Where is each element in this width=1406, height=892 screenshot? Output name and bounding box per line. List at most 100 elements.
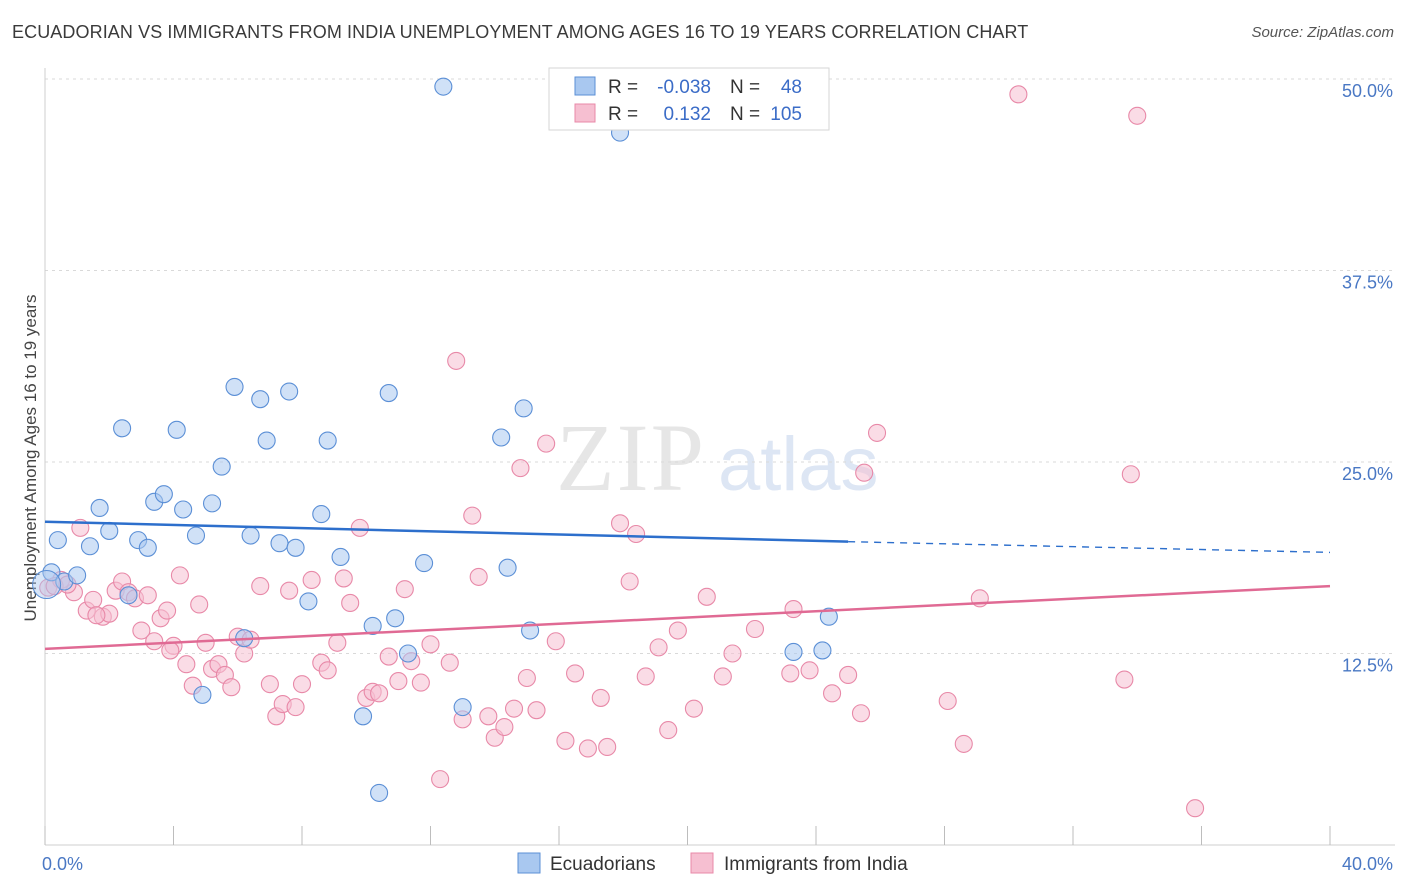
- ecuadorian-point: [331, 547, 350, 567]
- india-point: [627, 524, 646, 544]
- legend-n-label-1: N =: [730, 104, 760, 125]
- y-tick-label: 25.0%: [1342, 464, 1393, 484]
- india-point: [578, 739, 597, 758]
- india-point: [292, 675, 312, 694]
- india-point: [440, 653, 459, 672]
- y-axis-label: Unemployment Among Ages 16 to 19 years: [21, 295, 40, 622]
- india-point: [598, 737, 617, 757]
- ecuadorian-point: [270, 534, 289, 553]
- india-point: [389, 672, 408, 691]
- ecuadorian-point: [225, 377, 244, 396]
- legend-r-label-1: R =: [608, 104, 638, 125]
- ecuadorian-point: [434, 77, 453, 96]
- ecuadorian-point: [241, 526, 260, 545]
- legend-r-value-0: -0.038: [657, 77, 711, 98]
- india-point: [620, 572, 639, 591]
- ecuadorian-trend-extension: [848, 540, 1331, 554]
- bottom-legend-ecuadorians: Ecuadorians: [550, 854, 656, 875]
- india-point: [668, 621, 687, 640]
- legend-r-value-1: 0.132: [663, 104, 711, 125]
- india-point: [370, 684, 389, 703]
- india-point: [87, 606, 106, 625]
- india-point: [177, 655, 196, 674]
- ecuadorian-point: [353, 707, 373, 726]
- ecuadorian-point: [386, 609, 405, 628]
- india-point: [591, 688, 610, 707]
- india-point: [517, 668, 536, 688]
- india-point: [132, 621, 151, 640]
- india-point: [723, 644, 742, 663]
- india-point: [1009, 85, 1028, 104]
- watermark-atlas: atlas: [718, 422, 879, 507]
- ecuadorian-point: [212, 457, 231, 476]
- india-point: [566, 664, 585, 683]
- ecuadorian-point: [154, 485, 173, 504]
- ecuadorian-point: [90, 498, 109, 518]
- y-tick-label: 50.0%: [1342, 81, 1393, 101]
- legend-n-label-0: N =: [730, 77, 760, 98]
- india-point: [395, 580, 414, 599]
- india-point: [334, 569, 353, 588]
- india-point: [447, 351, 466, 370]
- legend-n-value-1: 105: [770, 104, 802, 125]
- india-point: [684, 699, 703, 718]
- india-point: [302, 570, 321, 590]
- top-legend: R = -0.038 N = 48 R = 0.132 N = 105: [548, 67, 830, 131]
- india-point: [411, 673, 430, 692]
- india-point: [527, 701, 546, 720]
- ecuadorian-point: [203, 494, 222, 513]
- india-point: [260, 675, 279, 694]
- india-point: [745, 619, 765, 639]
- india-point: [1128, 106, 1147, 125]
- india-point: [1121, 465, 1140, 484]
- ecuadorian-point: [100, 521, 119, 540]
- bottom-legend-swatch-ecuadorians: [517, 852, 541, 874]
- ecuadorian-point: [174, 500, 193, 519]
- india-point: [84, 590, 103, 609]
- india-point: [839, 665, 858, 684]
- x-tick-label-max: 40.0%: [1342, 854, 1393, 874]
- india-point: [222, 678, 241, 697]
- axis-layer: 12.5% 25.0% 37.5% 50.0% 0.0% 40.0%: [42, 68, 1395, 874]
- ecuadorian-point: [498, 558, 517, 577]
- india-point: [145, 632, 164, 651]
- ecuadorian-point: [370, 783, 389, 802]
- ecuadorian-point: [186, 526, 206, 545]
- india-point: [855, 463, 874, 482]
- india-point: [938, 691, 957, 711]
- india-point: [537, 434, 556, 453]
- india-trend-line: [44, 584, 1331, 651]
- chart-source: Source: ZipAtlas.com: [1251, 24, 1394, 41]
- grid-layer: [45, 78, 1395, 654]
- india-point: [867, 423, 887, 442]
- y-tick-label: 12.5%: [1342, 656, 1393, 676]
- ecuadorian-point: [379, 384, 398, 403]
- india-point: [158, 601, 177, 620]
- india-point: [823, 684, 842, 703]
- ecuadorian-point: [80, 537, 100, 556]
- india-point: [138, 586, 157, 605]
- legend-r-label-0: R =: [608, 77, 638, 98]
- india-point: [504, 699, 524, 718]
- india-point: [781, 664, 800, 683]
- legend-swatch-ecuadorians: [574, 76, 596, 96]
- points-layer: [32, 77, 1205, 818]
- legend-swatch-india: [574, 103, 596, 123]
- ecuadorian-point: [68, 566, 87, 585]
- india-point: [251, 577, 270, 596]
- india-point: [479, 707, 498, 726]
- ecuadorian-point: [251, 390, 270, 409]
- india-point: [421, 635, 440, 654]
- india-point: [196, 633, 215, 652]
- india-point: [350, 518, 369, 537]
- india-point: [463, 506, 482, 525]
- india-point: [431, 770, 450, 789]
- legend-n-value-0: 48: [781, 77, 802, 98]
- india-point: [851, 704, 871, 723]
- ecuadorian-point: [819, 607, 838, 626]
- ecuadorian-point: [42, 563, 61, 582]
- bottom-legend-india: Immigrants from India: [724, 854, 908, 875]
- india-point: [697, 587, 716, 606]
- ecuadorian-point: [492, 428, 511, 447]
- ecuadorian-point: [48, 531, 67, 550]
